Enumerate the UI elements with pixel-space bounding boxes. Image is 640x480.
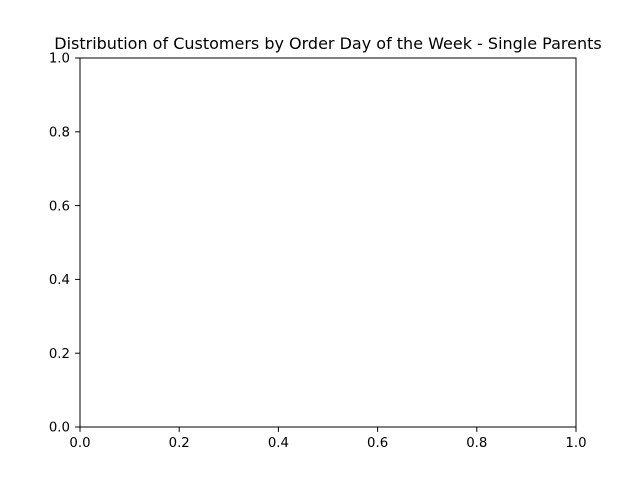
y-tick-label: 0.8 [49, 126, 70, 141]
x-tick-label: 0.0 [69, 436, 90, 451]
x-tick-label: 0.8 [466, 436, 487, 451]
x-tick-label: 0.2 [169, 436, 190, 451]
plot-area [79, 57, 577, 428]
y-tick-label: 1.0 [49, 52, 70, 67]
chart-title: Distribution of Customers by Order Day o… [54, 34, 601, 53]
x-tick-label: 0.4 [268, 436, 289, 451]
y-tick-label: 0.0 [49, 421, 70, 436]
x-tick-label: 0.6 [367, 436, 388, 451]
y-axis: 0.0 0.2 0.4 0.6 0.8 1.0 [49, 52, 80, 436]
y-tick-label: 0.4 [49, 273, 70, 288]
y-tick-label: 0.2 [49, 347, 70, 362]
y-tick-label: 0.6 [49, 199, 70, 214]
x-axis: 0.0 0.2 0.4 0.6 0.8 1.0 [69, 427, 587, 451]
x-tick-label: 1.0 [565, 436, 586, 451]
